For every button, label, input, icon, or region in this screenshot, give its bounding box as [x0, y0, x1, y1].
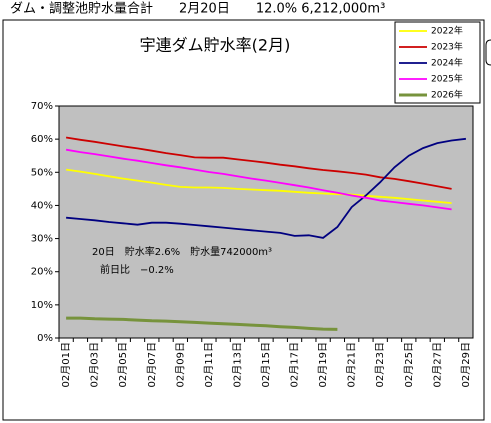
y-tick-label: 50% — [31, 167, 53, 178]
chart-title: 宇連ダム貯水率(2月) — [140, 36, 291, 55]
annotation: 前日比 −0.2% — [100, 263, 174, 276]
y-tick-label: 30% — [31, 234, 53, 245]
x-tick-label: 02月07日 — [146, 342, 158, 387]
series-line — [65, 168, 452, 204]
x-tick-label: 02月05日 — [117, 342, 129, 387]
header: ダム・調整池貯水量合計 2月20日 12.0% 6,212,000m³ — [10, 1, 385, 17]
x-tick-label: 02月17日 — [289, 342, 301, 387]
legend-label: 2022年 — [431, 25, 463, 37]
legend-label: 2024年 — [431, 57, 463, 69]
annotation: 20日 貯水率2.6% 貯水量742000m³ — [92, 245, 272, 258]
x-tick-label: 02月13日 — [231, 342, 243, 387]
x-tick-label: 02月27日 — [431, 342, 443, 387]
legend-label: 2023年 — [431, 41, 463, 53]
y-tick-label: 40% — [31, 200, 53, 211]
x-tick-label: 02月29日 — [460, 342, 472, 387]
x-tick-label: 02月15日 — [260, 342, 272, 387]
x-tick-label: 02月25日 — [403, 342, 415, 387]
y-tick-label: 10% — [31, 300, 53, 311]
series-line — [65, 148, 452, 211]
plot-area — [58, 105, 474, 339]
x-tick-label: 02月03日 — [89, 342, 101, 387]
x-tick-label: 02月09日 — [174, 342, 186, 387]
bracket — [485, 39, 491, 66]
x-tick-label: 02月11日 — [203, 342, 215, 387]
legend-label: 2025年 — [431, 73, 463, 85]
series-line — [65, 136, 452, 190]
x-tick-label: 02月19日 — [317, 342, 329, 387]
x-tick-label: 02月01日 — [60, 342, 72, 387]
series-line — [66, 137, 467, 239]
legend-label: 2026年 — [431, 89, 463, 101]
series-line — [66, 316, 338, 331]
x-tick-label: 02月23日 — [374, 342, 386, 387]
y-tick-label: 60% — [31, 134, 53, 145]
x-tick-label: 02月21日 — [346, 342, 358, 387]
y-tick-label: 20% — [31, 267, 53, 278]
y-tick-label: 0% — [37, 333, 53, 344]
y-tick-label: 70% — [31, 101, 53, 112]
